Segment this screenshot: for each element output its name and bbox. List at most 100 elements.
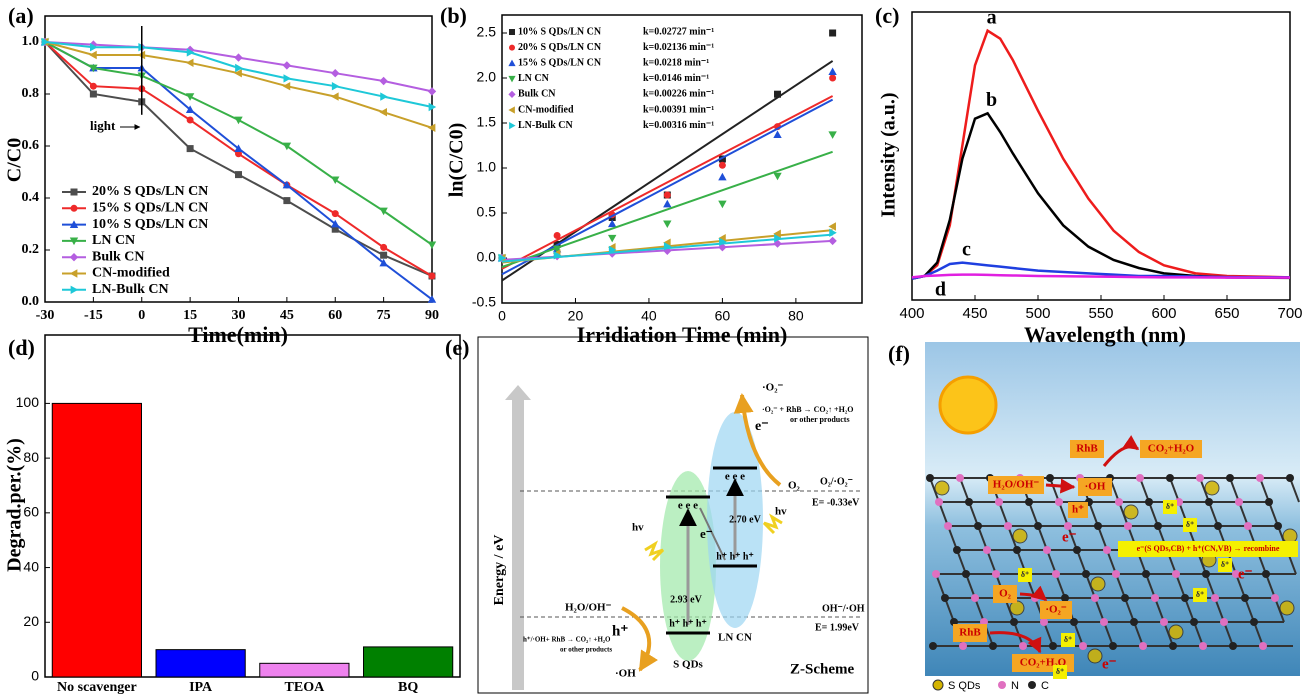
marker [89, 40, 98, 49]
box [1118, 541, 1298, 557]
x-tick-label: 40 [641, 308, 657, 324]
bond [956, 549, 967, 575]
y-tick-label: -0.5 [472, 294, 496, 310]
x-tick-label: 650 [1214, 305, 1239, 322]
panel-label: (b) [440, 3, 467, 28]
legend-label: 10% S QDs/LN CN [92, 217, 208, 232]
marker [663, 199, 672, 208]
text: δ⁺ [1196, 590, 1204, 599]
panel-label: (d) [8, 335, 35, 360]
series-line [911, 111, 1291, 280]
y-axis-title: ln(C/C0) [446, 123, 468, 197]
atom [1172, 570, 1180, 578]
box [1078, 478, 1112, 496]
y-tick-label: 2.0 [477, 69, 497, 85]
legend-label: 10% S QDs/LN CN [518, 26, 602, 37]
legend-label: LN CN [92, 233, 135, 248]
panel-label: (e) [445, 335, 469, 360]
atom [965, 498, 973, 506]
bond [1265, 573, 1276, 599]
atom [935, 498, 943, 506]
y-tick-label: 0.6 [22, 138, 40, 153]
atom [1259, 642, 1267, 650]
text: e⁻ [1238, 566, 1253, 582]
bond [1049, 477, 1060, 503]
panel-e: (e) Energy / eV e e e e e e h⁺ h⁺ h⁺ h⁺ … [445, 335, 869, 694]
y-tick-label: 0.4 [22, 190, 40, 205]
atom [1049, 642, 1057, 650]
couple: H₂O/OH⁻ [565, 602, 612, 614]
bond [986, 549, 997, 575]
legend-swatch [69, 220, 79, 228]
x-tick-label: IPA [189, 680, 213, 695]
marker [428, 102, 437, 112]
reaction: ·O₂⁻ + RhB → CO₂↑ +H₂O [762, 405, 853, 414]
marker [663, 242, 672, 251]
quantum-dot [934, 480, 950, 496]
legend-swatch [508, 106, 515, 114]
text: δ⁺ [1021, 570, 1029, 579]
x-axis-title: Irridiation Time (min) [577, 322, 788, 347]
atom [1274, 522, 1282, 530]
bar [51, 402, 142, 678]
text: δ⁺ [1166, 502, 1174, 511]
marker [185, 105, 195, 113]
text: δ⁺ [1221, 560, 1229, 569]
marker [234, 69, 242, 78]
bond [1037, 525, 1048, 551]
plot-frame [501, 14, 863, 304]
y-tick-label: 1.5 [477, 114, 497, 130]
legend-label: LN-Bulk CN [92, 282, 169, 297]
atom [1202, 570, 1210, 578]
bond [1205, 573, 1216, 599]
atom [1286, 474, 1294, 482]
box [1140, 440, 1202, 458]
axis-title: Energy / eV [492, 535, 507, 606]
marker [331, 225, 339, 233]
marker [427, 295, 437, 303]
marker [89, 64, 98, 73]
box [1163, 500, 1177, 514]
atom [953, 546, 961, 554]
arrow [1019, 585, 1048, 602]
marker [773, 239, 782, 248]
y-tick-label: 1.0 [477, 159, 497, 175]
legend-swatch [70, 204, 78, 212]
bond [1046, 549, 1057, 575]
text: RhB [1076, 443, 1098, 455]
marker [186, 145, 194, 153]
legend-k: k=0.0146 min⁻¹ [643, 73, 709, 84]
marker [498, 253, 507, 263]
x-tick-label: 700 [1277, 305, 1302, 322]
bond [1058, 501, 1069, 527]
marker [89, 50, 97, 60]
legend-swatch [69, 269, 78, 278]
arrow [1102, 435, 1140, 467]
holes: h⁺ h⁺ h⁺ [669, 618, 707, 629]
atom [959, 642, 967, 650]
box [988, 476, 1044, 494]
marker [608, 245, 617, 255]
sun [938, 375, 998, 435]
legend-label: CN-modified [92, 266, 170, 281]
x-tick-label: TEOA [285, 680, 326, 695]
atom [962, 570, 970, 578]
quantum-dot [1279, 600, 1295, 616]
legend: S QDs N C [932, 679, 1049, 692]
atom [1232, 570, 1240, 578]
marker [718, 200, 727, 209]
y-axis-title: C/C0 [4, 138, 26, 182]
quantum-dot [1012, 528, 1028, 544]
marker [380, 251, 388, 259]
marker [185, 45, 195, 54]
atom [1229, 642, 1237, 650]
panel-f: (f) RhB CO₂+H₂O H₂O/OH⁻ ·OH h⁺ e⁻ e⁻ e⁻ … [888, 341, 1300, 692]
marker [234, 116, 243, 125]
marker [828, 236, 837, 246]
atom [1220, 618, 1228, 626]
bond [1148, 501, 1159, 527]
atom [1265, 498, 1273, 506]
legend-swatch [1028, 681, 1036, 689]
atom [1019, 642, 1027, 650]
text: δ⁺ [1186, 520, 1194, 529]
